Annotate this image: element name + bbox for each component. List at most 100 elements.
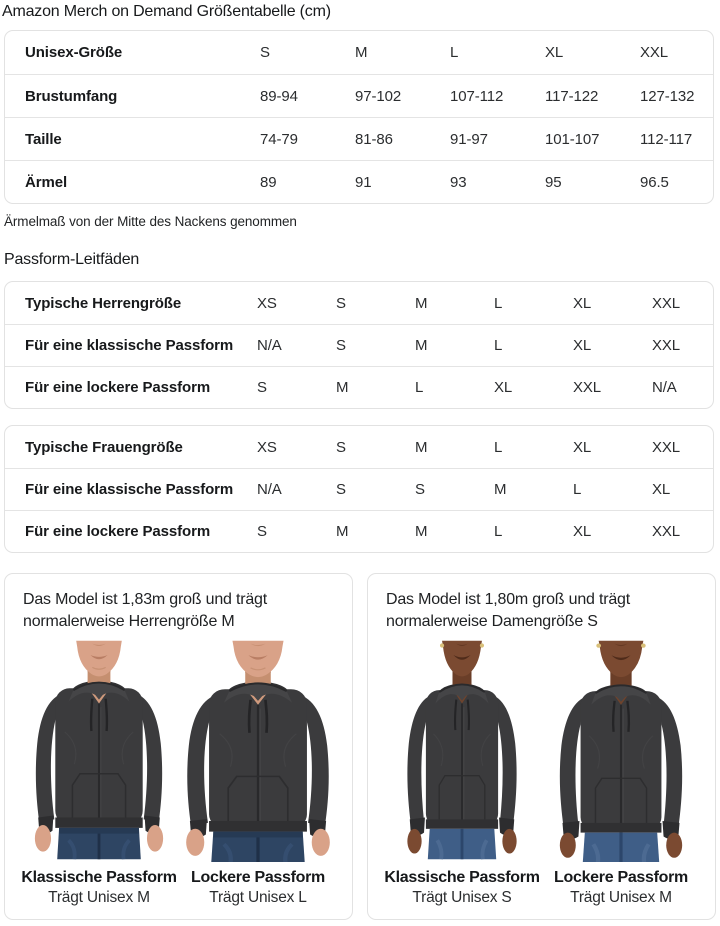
size-caption: Trägt Unisex L [209, 889, 307, 906]
row-label: Typische Frauengröße [25, 438, 183, 456]
cell: 117-122 [545, 87, 599, 105]
cell: S [257, 523, 267, 540]
cell: XXL [652, 294, 681, 312]
sleeve-measure-note: Ärmelmaß von der Mitte des Nackens genom… [4, 214, 297, 229]
cell: S [257, 379, 267, 396]
cell: N/A [652, 379, 677, 396]
cell: L [573, 481, 582, 498]
cell: 107-112 [450, 87, 504, 105]
cell: 74-79 [260, 130, 298, 148]
row-label: Für eine lockere Passform [25, 523, 211, 540]
row-label: Für eine lockere Passform [25, 379, 211, 396]
table-row: Typische Herrengröße XS S M L XL XXL [5, 282, 713, 324]
cell: XXL [652, 523, 681, 540]
page-title: Amazon Merch on Demand Größentabelle (cm… [2, 3, 331, 20]
cell: XS [257, 438, 277, 456]
male-model-loose-photo [182, 638, 334, 862]
cell: S [336, 438, 346, 456]
cell: XXL [652, 337, 681, 354]
row-label: Für eine klassische Passform [25, 481, 234, 498]
model-cards: Das Model ist 1,83m groß und trägt norma… [4, 573, 716, 920]
row-label: Unisex-Größe [25, 44, 123, 61]
cell: XL [573, 337, 592, 354]
cell: XL [573, 523, 592, 540]
row-label: Brustumfang [25, 87, 118, 105]
cell: 95 [545, 173, 562, 191]
table-row: Typische Frauengröße XS S M L XL XXL [5, 426, 713, 468]
figure-loose-fit: Lockere Passform Trägt Unisex L [180, 638, 336, 907]
womens-fit-table: Typische Frauengröße XS S M L XL XXL Für… [4, 425, 714, 553]
cell: XL [573, 438, 592, 456]
model-description: Das Model ist 1,80m groß und trägt norma… [386, 591, 630, 630]
cell: 81-86 [355, 130, 393, 148]
cell: 91 [355, 173, 372, 191]
cell: S [336, 481, 346, 498]
cell: M [415, 523, 428, 540]
row-label: Ärmel [25, 173, 68, 191]
row-label: Typische Herrengröße [25, 294, 182, 312]
table-row: Ärmel 89 91 93 95 96.5 [5, 160, 713, 203]
cell: M [415, 337, 428, 354]
cell: S [415, 481, 425, 498]
cell: XXL [640, 44, 669, 61]
fit-caption: Klassische Passform [384, 869, 540, 886]
cell: S [336, 337, 346, 354]
cell: 93 [450, 173, 467, 191]
cell: 112-117 [640, 130, 693, 148]
row-label: Für eine klassische Passform [25, 337, 234, 354]
cell: XXL [652, 438, 681, 456]
cell: 101-107 [545, 130, 600, 148]
cell: L [494, 438, 503, 456]
womens-model-card: Das Model ist 1,80m groß und trägt norma… [367, 573, 716, 920]
cell: XL [652, 481, 671, 498]
cell: N/A [257, 481, 282, 498]
fit-guides-heading: Passform-Leitfäden [4, 251, 140, 268]
figure-classic-fit: Klassische Passform Trägt Unisex M [21, 638, 177, 907]
table-row: Für eine klassische Passform N/A S S M L… [5, 468, 713, 510]
fit-caption: Klassische Passform [21, 869, 177, 886]
size-caption: Trägt Unisex M [570, 889, 672, 906]
cell: S [260, 44, 270, 61]
cell: M [355, 44, 368, 61]
figure-classic-fit: Klassische Passform Trägt Unisex S [384, 638, 540, 907]
female-model-classic-photo [405, 638, 519, 862]
female-model-loose-photo [545, 638, 697, 862]
cell: L [494, 523, 503, 540]
cell: M [336, 523, 349, 540]
cell: M [415, 438, 428, 456]
cell: M [415, 294, 428, 312]
mens-fit-table: Typische Herrengröße XS S M L XL XXL Für… [4, 281, 714, 409]
table-row: Brustumfang 89-94 97-102 107-112 117-122… [5, 74, 713, 117]
figure-row: Klassische Passform Trägt Unisex S Locke… [382, 638, 701, 907]
table-row: Für eine klassische Passform N/A S M L X… [5, 324, 713, 366]
cell: 97-102 [355, 87, 402, 105]
cell: XL [545, 44, 564, 61]
cell: M [494, 481, 507, 498]
table-row: Taille 74-79 81-86 91-97 101-107 112-117 [5, 117, 713, 160]
cell: XXL [573, 379, 602, 396]
cell: XS [257, 294, 277, 312]
fit-caption: Lockere Passform [191, 869, 325, 886]
cell: L [494, 294, 503, 312]
cell: 89 [260, 173, 277, 191]
male-model-classic-photo [32, 638, 166, 862]
cell: 91-97 [450, 130, 488, 148]
cell: L [415, 379, 424, 396]
model-description: Das Model ist 1,83m groß und trägt norma… [23, 591, 267, 630]
cell: L [494, 337, 503, 354]
figure-row: Klassische Passform Trägt Unisex M Locke… [19, 638, 338, 907]
cell: M [336, 379, 349, 396]
row-label: Taille [25, 130, 62, 148]
cell: 89-94 [260, 87, 298, 105]
table-row: Für eine lockere Passform S M L XL XXL N… [5, 366, 713, 408]
cell: L [450, 44, 459, 61]
size-caption: Trägt Unisex M [48, 889, 150, 906]
mens-model-card: Das Model ist 1,83m groß und trägt norma… [4, 573, 353, 920]
size-caption: Trägt Unisex S [412, 889, 512, 906]
cell: XL [494, 379, 513, 396]
figure-loose-fit: Lockere Passform Trägt Unisex M [543, 638, 699, 907]
cell: XL [573, 294, 592, 312]
fit-caption: Lockere Passform [554, 869, 688, 886]
cell: 127-132 [640, 87, 695, 105]
